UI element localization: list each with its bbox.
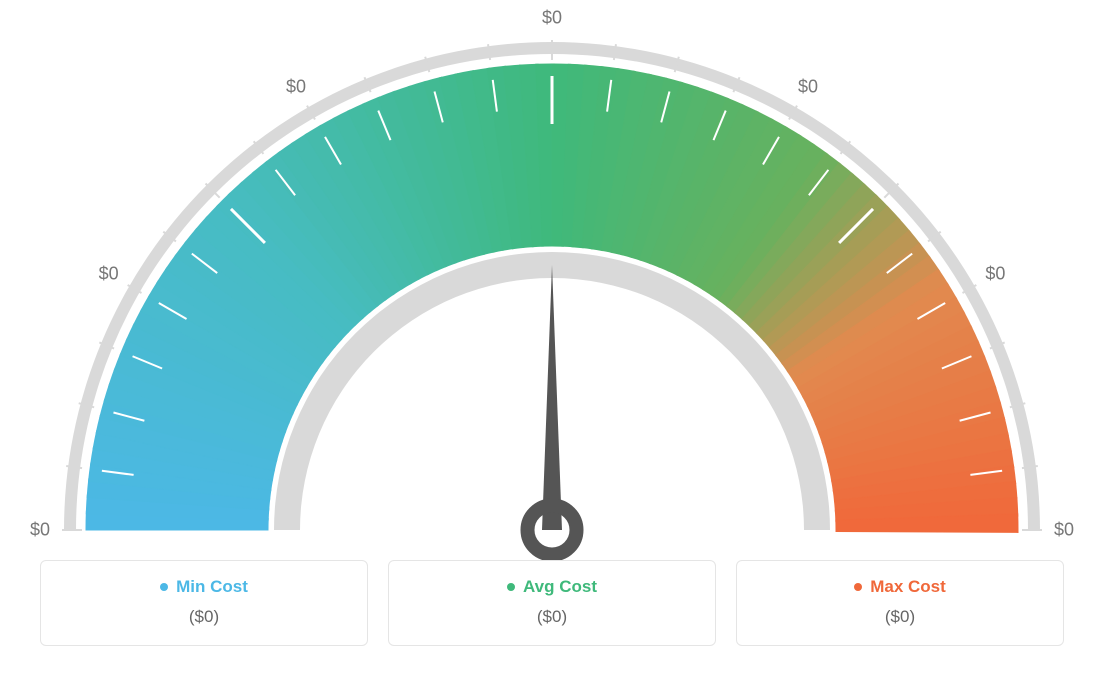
legend-card: Avg Cost ($0) — [388, 560, 716, 646]
gauge-tick-label: $0 — [286, 76, 306, 97]
legend-value: ($0) — [59, 607, 349, 627]
gauge-tick-label: $0 — [985, 264, 1005, 285]
legend-row: Min Cost ($0) Avg Cost ($0) Max Cost ($0) — [0, 560, 1104, 646]
legend-title: Avg Cost — [507, 577, 597, 597]
gauge-tick-label: $0 — [542, 8, 562, 29]
gauge-tick-label: $0 — [99, 264, 119, 285]
legend-title: Min Cost — [160, 577, 248, 597]
legend-value: ($0) — [407, 607, 697, 627]
legend-dot-icon — [160, 583, 168, 591]
legend-value: ($0) — [755, 607, 1045, 627]
legend-card: Max Cost ($0) — [736, 560, 1064, 646]
legend-label: Max Cost — [870, 577, 946, 597]
legend-dot-icon — [854, 583, 862, 591]
legend-dot-icon — [507, 583, 515, 591]
gauge-svg — [0, 0, 1104, 560]
gauge-tick-label: $0 — [1054, 520, 1074, 541]
gauge-tick-label: $0 — [798, 76, 818, 97]
legend-card: Min Cost ($0) — [40, 560, 368, 646]
legend-label: Avg Cost — [523, 577, 597, 597]
gauge-tick-label: $0 — [30, 520, 50, 541]
legend-label: Min Cost — [176, 577, 248, 597]
cost-gauge: $0 $0 $0 $0 $0 $0 $0 — [0, 0, 1104, 560]
legend-title: Max Cost — [854, 577, 946, 597]
gauge-needle — [542, 265, 562, 530]
